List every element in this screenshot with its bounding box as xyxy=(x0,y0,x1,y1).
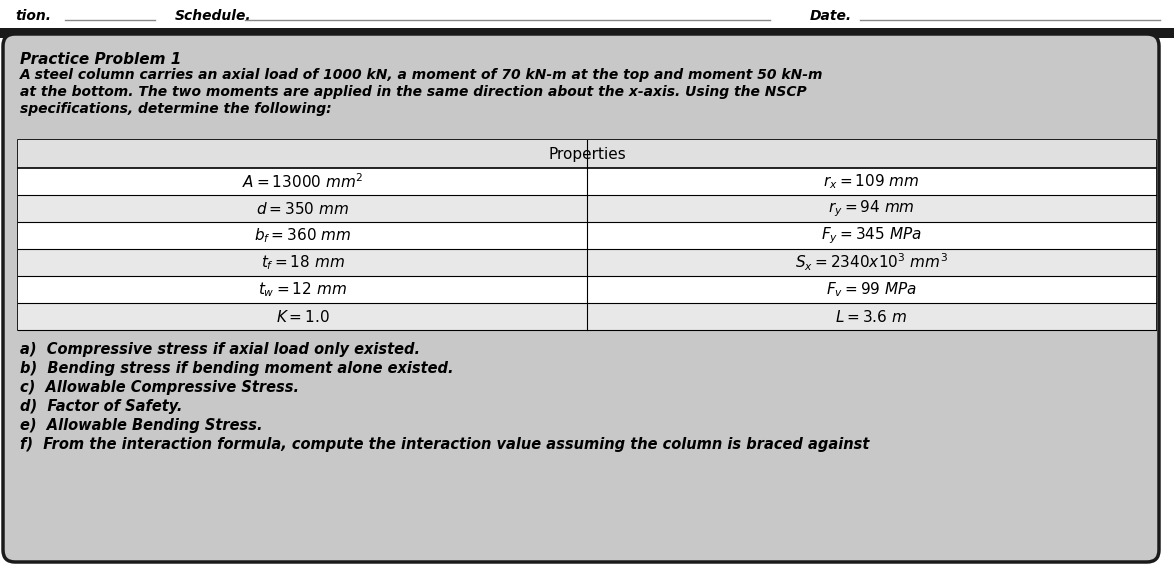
Text: $d = 350\ mm$: $d = 350\ mm$ xyxy=(256,201,349,216)
Text: e)  Allowable Bending Stress.: e) Allowable Bending Stress. xyxy=(20,418,263,433)
Text: $F_v = 99\ MPa$: $F_v = 99\ MPa$ xyxy=(825,280,917,299)
Text: $A = 13000\ mm^2$: $A = 13000\ mm^2$ xyxy=(242,172,363,191)
Text: $L = 3.6\ m$: $L = 3.6\ m$ xyxy=(836,308,908,324)
Bar xyxy=(0,28,1174,38)
Text: Date.: Date. xyxy=(810,9,852,23)
Text: Practice Problem 1: Practice Problem 1 xyxy=(20,52,181,67)
Bar xyxy=(18,168,1156,195)
Bar xyxy=(18,276,1156,303)
Bar xyxy=(18,140,1156,168)
Text: $r_x = 109\ mm$: $r_x = 109\ mm$ xyxy=(823,172,919,191)
Bar xyxy=(18,222,1156,249)
Text: $t_w = 12\ mm$: $t_w = 12\ mm$ xyxy=(258,280,348,299)
Bar xyxy=(18,140,1156,330)
Text: A steel column carries an axial load of 1000 kN, a moment of 70 kN-m at the top : A steel column carries an axial load of … xyxy=(20,68,823,82)
Text: $b_f = 360\ mm$: $b_f = 360\ mm$ xyxy=(254,226,351,245)
Text: $K = 1.0$: $K = 1.0$ xyxy=(276,308,330,324)
Text: b)  Bending stress if bending moment alone existed.: b) Bending stress if bending moment alon… xyxy=(20,361,453,376)
Text: a)  Compressive stress if axial load only existed.: a) Compressive stress if axial load only… xyxy=(20,342,420,357)
Text: $S_x = 2340x10^3\ mm^3$: $S_x = 2340x10^3\ mm^3$ xyxy=(795,252,949,273)
Text: tion.: tion. xyxy=(15,9,50,23)
Text: f)  From the interaction formula, compute the interaction value assuming the col: f) From the interaction formula, compute… xyxy=(20,437,870,452)
FancyBboxPatch shape xyxy=(4,34,1159,562)
Text: at the bottom. The two moments are applied in the same direction about the x-axi: at the bottom. The two moments are appli… xyxy=(20,85,807,99)
Text: c)  Allowable Compressive Stress.: c) Allowable Compressive Stress. xyxy=(20,380,299,395)
Text: d)  Factor of Safety.: d) Factor of Safety. xyxy=(20,399,182,414)
Text: $F_y = 345\ MPa$: $F_y = 345\ MPa$ xyxy=(821,225,922,246)
Bar xyxy=(18,303,1156,330)
Bar xyxy=(18,195,1156,222)
Bar xyxy=(18,249,1156,276)
Text: $r_y = 94\ mm$: $r_y = 94\ mm$ xyxy=(828,198,915,219)
Text: Properties: Properties xyxy=(548,146,626,162)
Text: $t_f = 18\ mm$: $t_f = 18\ mm$ xyxy=(261,253,344,272)
Text: Schedule.: Schedule. xyxy=(175,9,251,23)
Text: specifications, determine the following:: specifications, determine the following: xyxy=(20,102,331,116)
